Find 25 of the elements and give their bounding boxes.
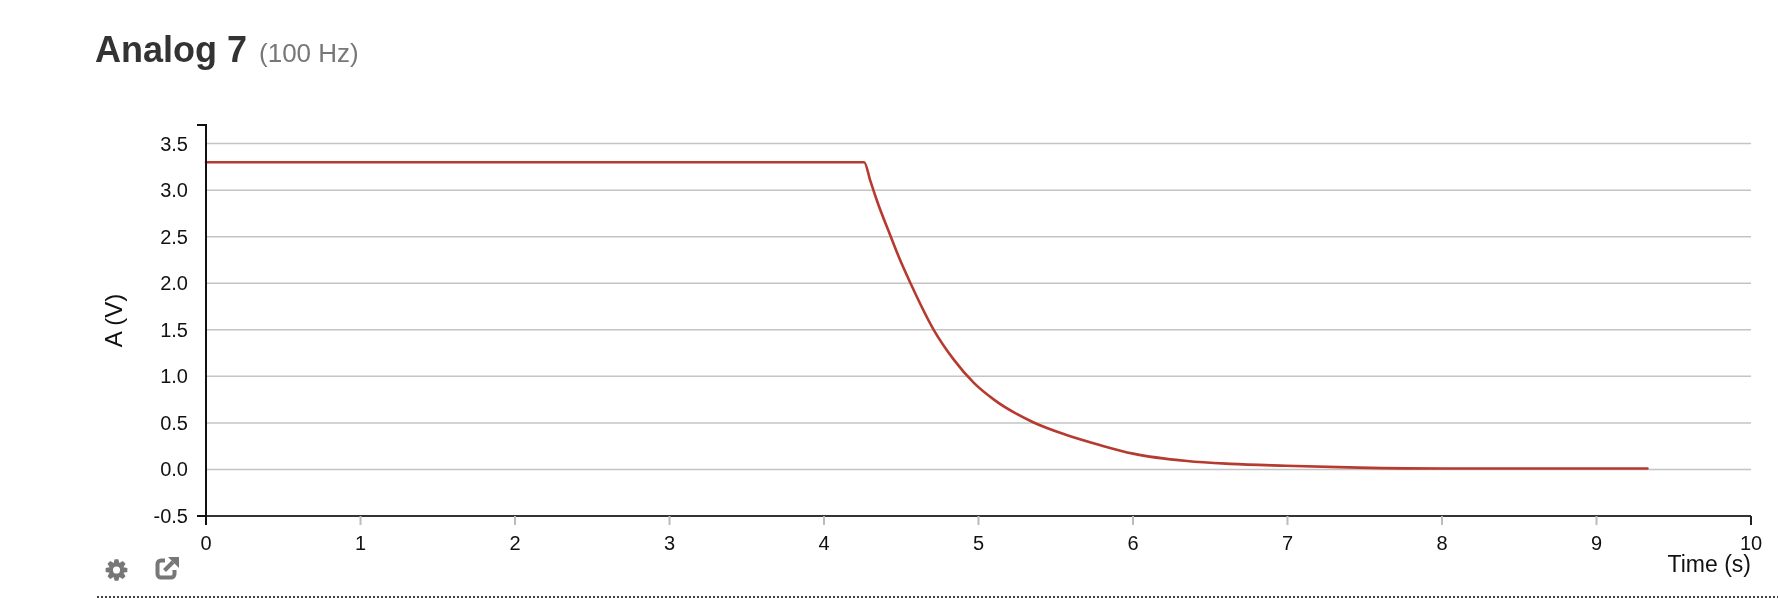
y-tick-label: 2.0 [160,272,188,295]
line-series [204,160,1649,470]
y-tick-label: -0.5 [153,505,188,527]
x-axis-title: Time (s) [1667,551,1751,577]
chart-subtitle: (100 Hz) [259,38,359,68]
x-tick-label: 0 [200,532,212,554]
x-tick-label: 1 [354,532,367,554]
x-tick-label: 10 [1739,532,1763,554]
y-tick-label: 0.0 [160,458,188,481]
x-tick-label: 7 [1281,532,1294,554]
y-tick-label: 3.0 [160,179,188,202]
x-tick-label: 3 [663,532,676,554]
x-tick-label: 4 [818,532,830,554]
y-axis-title: A (V) [100,293,127,348]
y-tick-label: 0.5 [160,411,188,434]
x-tick-label: 2 [509,532,521,554]
x-tick-label: 6 [1127,532,1139,554]
chart-title: Analog 7 [95,29,248,70]
y-tick-label: 3.5 [160,132,188,155]
y-tick-label: 1.5 [160,318,188,341]
x-tick-label: 5 [972,532,985,554]
y-tick-label: 2.5 [160,225,188,248]
x-tick-label: 9 [1590,532,1603,554]
x-tick-label: 8 [1436,532,1448,554]
y-tick-label: 1.0 [160,365,188,388]
